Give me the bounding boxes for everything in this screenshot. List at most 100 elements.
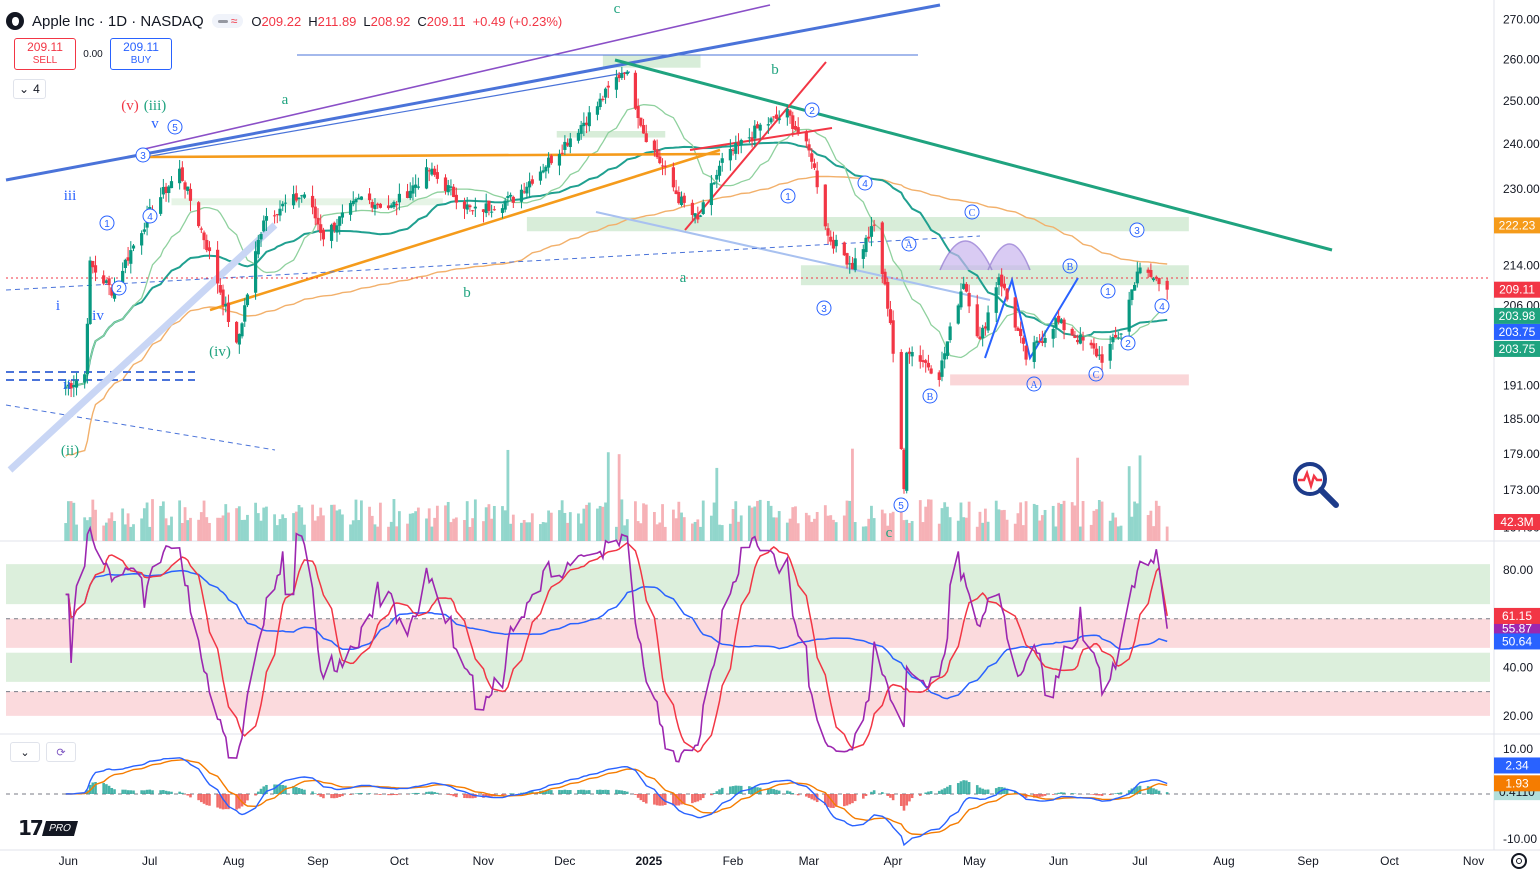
candle-body [408,190,412,199]
macd-histogram-bar [121,789,124,794]
candle-body [986,312,990,331]
symbol-title[interactable]: Apple Inc · 1D · NASDAQ [32,12,204,30]
candle-body [758,124,762,131]
candle-body [679,196,684,205]
volume-bar [785,522,789,541]
volume-bar [1165,526,1169,541]
macd-histogram-bar [956,783,960,794]
volume-bar [560,500,564,541]
candle-body [601,98,605,100]
volume-bar [197,519,201,541]
candle-body [861,249,865,259]
macd-histogram-bar [653,794,656,805]
volume-bar [1116,526,1120,541]
macd-histogram-bar [189,794,192,798]
indicator-toggle[interactable]: ≈ [211,14,244,28]
candle-body [1146,269,1150,273]
volume-bar [1130,516,1134,541]
candle-body [373,204,377,210]
candle-body [1076,339,1080,343]
ma50-line [65,141,1168,389]
candle-body [899,352,903,449]
macd-histogram-bar [843,794,846,807]
candle-body [411,185,415,194]
wave-label: c [614,1,621,17]
candle-body [734,142,738,154]
volume-bar [1032,503,1036,541]
high-value: 211.89 [317,13,357,29]
volume-bar [910,521,914,541]
macd-histogram-bar [813,794,816,801]
candle-body [1040,341,1044,343]
sync-button[interactable]: ⟳ [46,742,76,762]
macd-histogram-bar [1070,793,1074,794]
volume-bar [997,509,1001,541]
macd-histogram-bar [1092,794,1096,795]
candle-body [997,277,1001,286]
volume-bar [490,518,494,541]
buy-button[interactable]: 209.11 BUY [110,38,172,70]
volume-bar [899,511,903,541]
volume-bar [408,513,412,541]
settings-gear-icon[interactable] [1511,853,1527,869]
macd-histogram-bar [1057,792,1060,794]
macd-histogram-bar [729,786,732,794]
rsi-value-text: 50.64 [1502,634,1532,648]
macd-histogram-bar [550,790,553,794]
volume-bar [1021,525,1025,541]
buy-price: 209.11 [123,40,159,54]
candle-body [207,247,212,252]
candle-body [275,214,279,216]
volume-bar [484,507,488,541]
candle-body [538,171,543,181]
candle-body [294,193,298,201]
macd-histogram-bar [376,794,379,795]
candle-body [530,179,534,184]
volume-bar [908,523,911,541]
volume-bar [709,515,713,541]
candle-body [405,191,410,198]
wave-label: (v) [121,98,139,114]
tradingview-logo[interactable]: 17 PRO [18,816,78,840]
magnifier-heartbeat-icon[interactable] [1290,459,1342,511]
macd-histogram-bar [330,794,333,799]
sell-button[interactable]: 209.11 SELL [14,38,76,70]
candle-body [462,201,467,209]
volume-bar [582,508,586,541]
candle-body [240,323,244,337]
price-tick-label: 250.00 [1503,94,1540,108]
price-label-text: 203.75 [1499,325,1536,339]
volume-bar [335,510,339,541]
wave-label: (ii) [61,443,79,459]
macd-histogram-bar [623,791,626,794]
macd-histogram-bar [1127,790,1131,794]
volume-bar [227,512,230,541]
volume-bar [943,502,947,541]
time-tick-label: Nov [473,854,494,868]
volume-bar [948,517,952,541]
trendline-teal-falling [614,58,1333,252]
candle-body [690,202,694,216]
candle-body [584,122,589,125]
collapse-pane-button[interactable]: ⌄ [10,742,40,762]
volume-bar [1100,501,1104,541]
indicators-collapse-button[interactable]: ⌄ 4 [13,79,46,99]
candle-body [888,309,893,323]
volume-bar [701,500,705,541]
candle-body [943,353,947,360]
macd-histogram-bar [1095,794,1098,796]
volume-bar [1070,502,1074,541]
candle-body [872,224,876,226]
candle-body [728,148,732,161]
candle-body [131,245,136,249]
candle-body [110,287,114,296]
macd-histogram-bar [379,794,382,795]
macd-histogram-bar [753,786,757,794]
macd-histogram-bar [924,792,928,794]
candle-body [1130,289,1134,300]
candle-body [256,239,260,255]
candle-body [416,186,420,188]
macd-histogram-bar [997,786,1001,794]
candle-body [848,263,852,265]
